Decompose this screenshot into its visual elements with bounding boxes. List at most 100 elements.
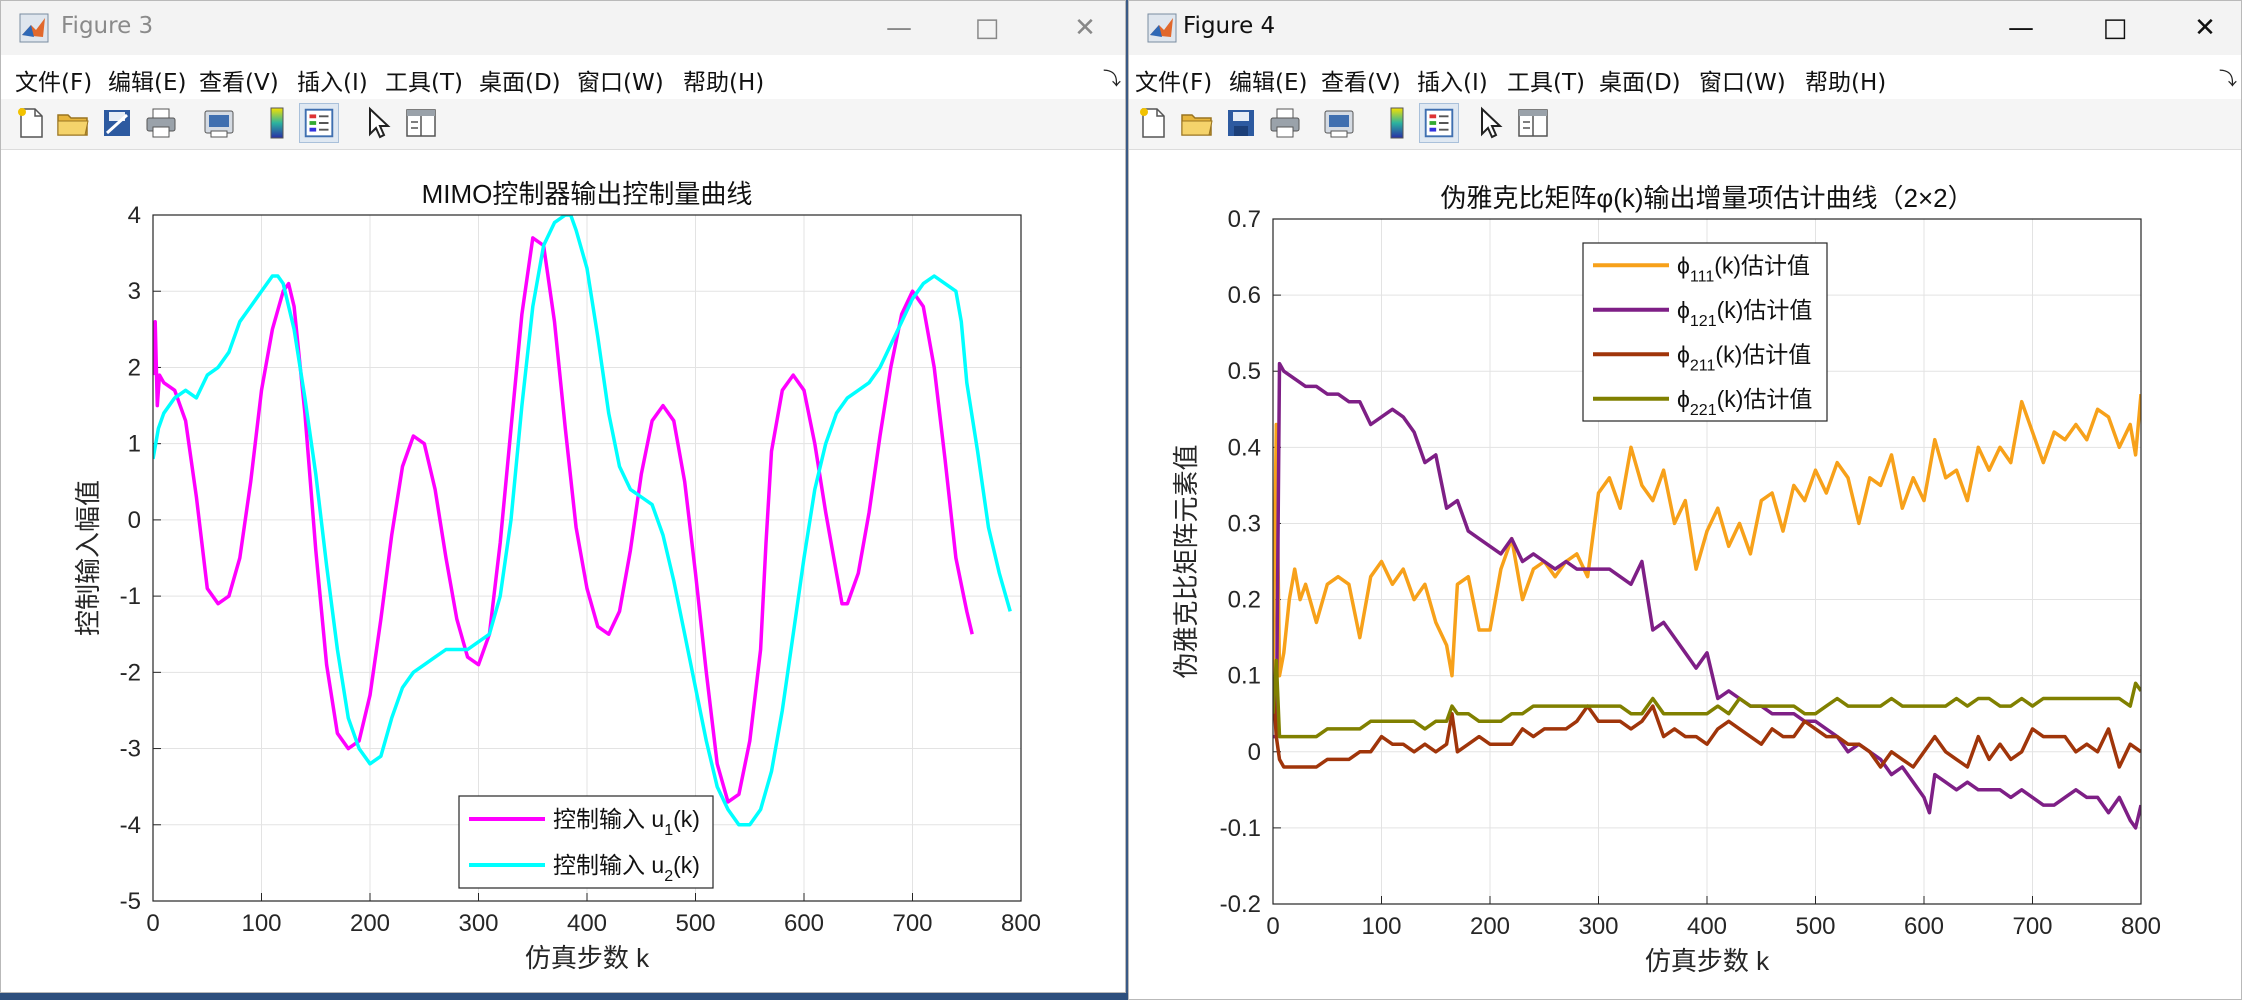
- menu-help[interactable]: 帮助(H): [683, 70, 765, 96]
- menu-file[interactable]: 文件(F): [15, 70, 93, 96]
- y-axis-label: 伪雅克比矩阵元素值: [1171, 444, 1201, 678]
- new-figure-icon[interactable]: [1133, 103, 1173, 143]
- plot-area: 0 100 200 300 400 500 600 700 800 -5 -4 -3 -2 -1 0 1 2 3 4…: [1, 151, 1125, 992]
- y-tick-label: 0.4: [1228, 434, 1261, 461]
- menu-tools[interactable]: 工具(T): [385, 70, 463, 96]
- x-tick-label: 600: [1904, 913, 1944, 940]
- menu-insert[interactable]: 插入(I): [1417, 70, 1488, 96]
- x-tick-label: 700: [892, 910, 932, 937]
- legend-label-1: ϕ111(k)估计值: [1677, 252, 1810, 285]
- menu-view[interactable]: 查看(V): [199, 70, 279, 96]
- legend-label-3: ϕ211(k)估计值: [1677, 341, 1811, 374]
- legend-label-2: 控制输入 u2(k): [553, 852, 700, 885]
- series-line-1[interactable]: [1273, 393, 2141, 678]
- y-tick-label: 0.3: [1228, 510, 1261, 537]
- minimize-button[interactable]: —: [2008, 13, 2034, 43]
- menu-overflow-icon[interactable]: ⤵: [2219, 69, 2237, 90]
- menu-overflow-icon[interactable]: ⤵: [1103, 69, 1121, 90]
- window-title: Figure 4: [1183, 13, 1276, 39]
- x-tick-label: 200: [350, 910, 390, 937]
- series-line-1[interactable]: [153, 236, 974, 804]
- menu-bar: 文件(F) 编辑(E) 查看(V) 插入(I) 工具(T) 桌面(D) 窗口(W…: [1129, 57, 2241, 97]
- axes-frame: [152, 214, 1022, 902]
- print-preview-icon[interactable]: [1319, 103, 1359, 143]
- series-line-2[interactable]: [153, 215, 1012, 827]
- legend[interactable]: ϕ111(k)估计值 ϕ121(k)估计值 ϕ211(k)估计值 ϕ221(k)估计值: [1582, 242, 1828, 422]
- pointer-icon[interactable]: [1469, 103, 1509, 143]
- window-title: Figure 3: [61, 13, 154, 39]
- x-tick-label: 0: [146, 910, 159, 937]
- menu-tools[interactable]: 工具(T): [1507, 70, 1585, 96]
- y-tick-label: 2: [128, 354, 141, 381]
- menu-edit[interactable]: 编辑(E): [108, 70, 187, 96]
- property-inspector-icon[interactable]: [401, 103, 441, 143]
- x-tick-label: 800: [2121, 913, 2161, 940]
- y-tick-label: -1: [120, 583, 141, 610]
- x-tick-label: 600: [784, 910, 824, 937]
- menu-desktop[interactable]: 桌面(D): [479, 70, 561, 96]
- x-tick-label: 100: [241, 910, 281, 937]
- open-file-icon[interactable]: [53, 103, 93, 143]
- colorbar-icon[interactable]: [1377, 103, 1417, 143]
- y-tick-label: -2: [120, 659, 141, 686]
- menu-file[interactable]: 文件(F): [1135, 70, 1213, 96]
- print-preview-icon[interactable]: [199, 103, 239, 143]
- y-tick-label: 0.1: [1228, 663, 1261, 690]
- maximize-button[interactable]: □: [2102, 13, 2128, 43]
- y-tick-label: 3: [128, 278, 141, 305]
- menu-insert[interactable]: 插入(I): [297, 70, 368, 96]
- legend-box: [1582, 242, 1828, 422]
- minimize-button[interactable]: —: [886, 13, 912, 43]
- legend-box: [458, 795, 714, 889]
- y-tick-label: 0: [1248, 739, 1261, 766]
- legend-toggle-button[interactable]: [299, 103, 339, 143]
- new-figure-icon[interactable]: [11, 103, 51, 143]
- y-tick-label: -3: [120, 736, 141, 763]
- x-tick-label: 500: [675, 910, 715, 937]
- y-axis-label: 控制输入幅值: [73, 480, 103, 636]
- close-button[interactable]: ✕: [2194, 13, 2216, 43]
- series-line-4[interactable]: [1273, 658, 2141, 739]
- menu-help[interactable]: 帮助(H): [1805, 70, 1887, 96]
- series-line-3[interactable]: [1273, 683, 2141, 769]
- toolbar: [1129, 99, 2241, 150]
- y-tick-label: -4: [120, 812, 141, 839]
- axes-frame: [1272, 218, 2142, 905]
- series-line-2[interactable]: [1273, 361, 2141, 830]
- legend[interactable]: 控制输入 u1(k) 控制输入 u2(k): [458, 795, 714, 889]
- print-icon[interactable]: [141, 103, 181, 143]
- y-tick-label: -0.1: [1220, 815, 1261, 842]
- figure-4-window: Figure 4 — □ ✕ 文件(F) 编辑(E) 查看(V) 插入(I) 工…: [1128, 0, 2242, 1000]
- title-bar[interactable]: Figure 3 — □ ✕: [1, 1, 1125, 55]
- x-tick-label: 300: [458, 910, 498, 937]
- chart-figure-4[interactable]: 0 100 200 300 400 500 600 700 800 -0.2 -0.1 0 0.1 0.2…: [1129, 151, 2242, 1000]
- colorbar-icon[interactable]: [257, 103, 297, 143]
- y-tick-label: 0.5: [1228, 358, 1261, 385]
- legend-label-2: ϕ121(k)估计值: [1677, 297, 1812, 330]
- close-button[interactable]: ✕: [1074, 13, 1096, 43]
- save-icon[interactable]: [1221, 103, 1261, 143]
- menu-bar: 文件(F) 编辑(E) 查看(V) 插入(I) 工具(T) 桌面(D) 窗口(W…: [1, 57, 1125, 97]
- menu-window[interactable]: 窗口(W): [577, 70, 664, 96]
- menu-desktop[interactable]: 桌面(D): [1599, 70, 1681, 96]
- menu-window[interactable]: 窗口(W): [1699, 70, 1786, 96]
- menu-view[interactable]: 查看(V): [1321, 70, 1401, 96]
- y-tick-label: 0: [128, 507, 141, 534]
- menu-edit[interactable]: 编辑(E): [1229, 70, 1308, 96]
- open-file-icon[interactable]: [1177, 103, 1217, 143]
- plot-area: 0 100 200 300 400 500 600 700 800 -0.2 -0.1 0 0.1 0.2…: [1129, 151, 2241, 999]
- chart-figure-3[interactable]: 0 100 200 300 400 500 600 700 800 -5 -4 -3 -2 -1 0 1 2 3 4…: [1, 151, 1126, 993]
- x-tick-label: 400: [1687, 913, 1727, 940]
- chart-title: MIMO控制器输出控制量曲线: [422, 179, 753, 209]
- pointer-icon[interactable]: [357, 103, 397, 143]
- link-plot-icon[interactable]: [97, 103, 137, 143]
- matlab-logo-icon: [19, 13, 49, 43]
- property-inspector-icon[interactable]: [1513, 103, 1553, 143]
- x-tick-label: 800: [1001, 910, 1041, 937]
- maximize-button[interactable]: □: [974, 13, 1000, 43]
- legend-toggle-button[interactable]: [1419, 103, 1459, 143]
- title-bar[interactable]: Figure 4 — □ ✕: [1129, 1, 2241, 55]
- print-icon[interactable]: [1265, 103, 1305, 143]
- x-tick-label: 0: [1266, 913, 1279, 940]
- figure-3-window: Figure 3 — □ ✕ 文件(F) 编辑(E) 查看(V) 插入(I) 工…: [0, 0, 1126, 993]
